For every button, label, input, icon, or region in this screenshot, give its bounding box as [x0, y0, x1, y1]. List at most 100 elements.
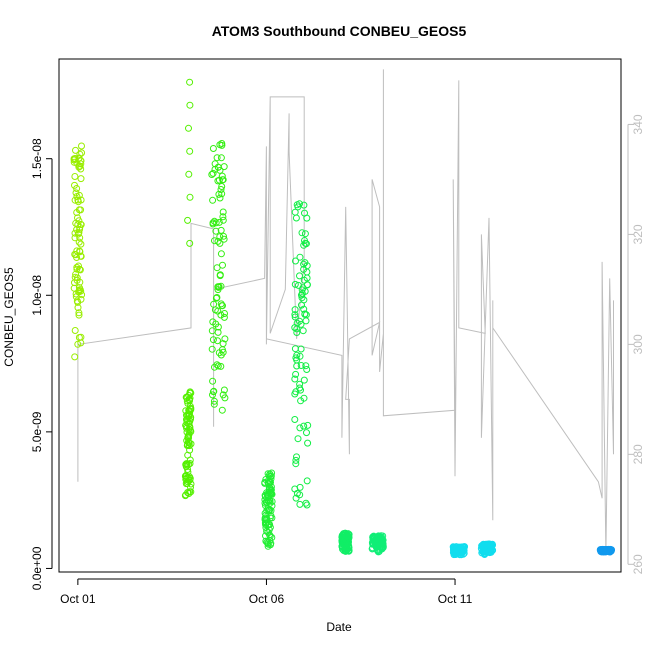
- data-point: [71, 196, 79, 204]
- data-point: [184, 216, 192, 224]
- data-point: [263, 490, 271, 498]
- data-point: [296, 491, 304, 499]
- data-point: [300, 376, 308, 384]
- series-2: [181, 388, 195, 500]
- data-point: [301, 287, 309, 295]
- data-point: [219, 176, 227, 184]
- data-point: [216, 272, 224, 280]
- data-point: [262, 502, 269, 510]
- data-point: [343, 546, 351, 554]
- data-point: [182, 474, 190, 482]
- data-point: [77, 252, 85, 260]
- data-point: [268, 469, 276, 477]
- data-point: [291, 208, 299, 216]
- data-point: [214, 237, 222, 245]
- data-point: [263, 507, 271, 515]
- data-point: [302, 499, 310, 507]
- data-point: [291, 311, 299, 319]
- x-tick-label: Oct 06: [249, 592, 285, 606]
- data-point: [219, 302, 226, 310]
- data-point: [186, 78, 194, 86]
- series-4: [208, 140, 229, 414]
- data-point: [74, 221, 82, 229]
- data-point: [77, 165, 85, 173]
- data-point: [72, 189, 80, 197]
- data-point: [292, 460, 300, 468]
- data-point: [216, 194, 224, 202]
- data-point: [297, 320, 305, 328]
- data-point: [72, 270, 80, 278]
- data-point: [185, 406, 193, 414]
- data-point: [213, 154, 221, 162]
- data-point: [303, 214, 311, 222]
- data-point: [75, 309, 83, 317]
- y2-tick-label: 300: [631, 334, 645, 354]
- data-point: [209, 336, 217, 344]
- series-9: [449, 543, 468, 559]
- data-point: [209, 196, 217, 204]
- data-point: [70, 158, 78, 166]
- data-point: [185, 170, 193, 178]
- y2-tick-label: 260: [631, 554, 645, 574]
- data-point: [217, 250, 225, 258]
- data-point: [296, 272, 303, 280]
- data-point: [208, 171, 216, 178]
- series-11: [596, 545, 615, 556]
- series-8: [368, 532, 387, 556]
- data-point: [292, 456, 300, 464]
- data-point: [217, 300, 225, 308]
- data-point: [71, 353, 79, 361]
- data-point: [71, 327, 79, 334]
- data-point: [185, 477, 193, 484]
- data-point: [210, 217, 218, 225]
- data-point: [218, 190, 226, 198]
- data-point: [210, 397, 218, 405]
- data-point: [77, 339, 85, 347]
- data-point: [262, 516, 270, 524]
- data-point: [292, 257, 299, 265]
- chart-title: ATOM3 Southbound CONBEU_GEOS5: [212, 23, 467, 39]
- data-point: [214, 163, 222, 171]
- data-point: [78, 142, 85, 150]
- data-point: [76, 234, 84, 242]
- data-point: [296, 253, 304, 261]
- data-point: [302, 240, 310, 248]
- data-point: [75, 229, 83, 237]
- data-point: [209, 377, 217, 385]
- data-point: [261, 499, 269, 507]
- data-point: [221, 310, 228, 317]
- data-point: [368, 545, 376, 553]
- data-point: [213, 361, 221, 369]
- data-point: [265, 507, 273, 515]
- data-point: [212, 320, 220, 328]
- data-point: [208, 345, 216, 353]
- data-point: [216, 239, 224, 247]
- data-point: [296, 500, 304, 508]
- data-point: [296, 317, 303, 325]
- data-point: [77, 220, 85, 228]
- data-point: [211, 306, 219, 314]
- data-point: [186, 193, 194, 201]
- data-point: [262, 524, 270, 531]
- data-point: [291, 485, 299, 493]
- data-point: [75, 163, 83, 171]
- data-point: [72, 290, 80, 298]
- x-axis: Oct 01 Oct 06 Oct 11: [60, 578, 473, 606]
- data-point: [213, 294, 221, 301]
- data-point: [294, 435, 302, 443]
- data-point: [210, 400, 218, 408]
- data-point: [76, 247, 84, 255]
- data-point: [214, 286, 222, 294]
- data-point: [291, 306, 299, 314]
- data-point: [303, 477, 311, 485]
- data-point: [300, 422, 308, 430]
- data-point: [211, 237, 218, 245]
- data-point: [451, 548, 459, 556]
- data-point: [184, 438, 192, 446]
- data-point: [218, 183, 226, 190]
- data-point: [297, 397, 305, 405]
- data-point: [76, 278, 84, 286]
- data-point: [71, 181, 78, 189]
- data-point: [262, 519, 270, 527]
- data-point: [451, 544, 459, 552]
